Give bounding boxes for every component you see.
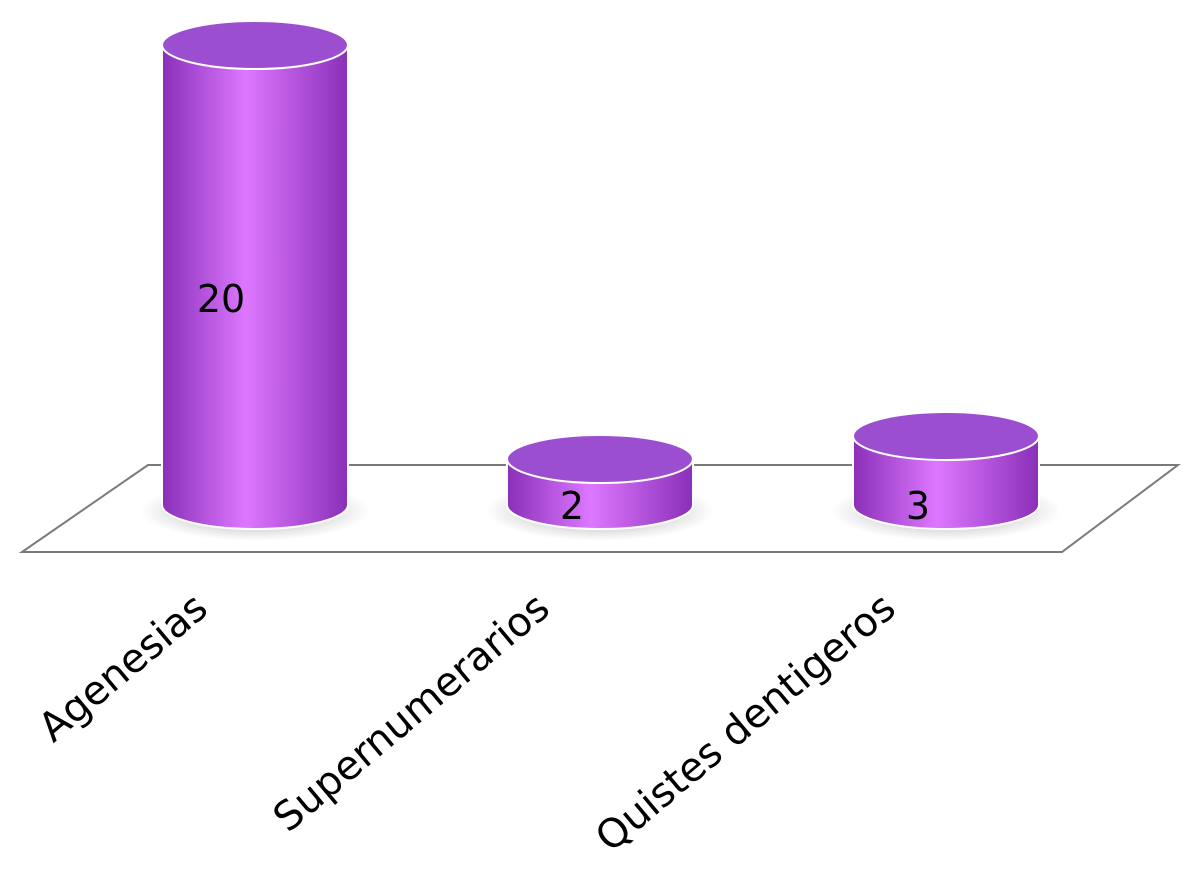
category-axis: Agenesias Supernumerarios Quistes dentig… bbox=[30, 584, 904, 861]
data-label-agenesias: 20 bbox=[197, 277, 245, 321]
tick-label-quistes-dentigeros: Quistes dentigeros bbox=[587, 584, 904, 861]
bar-series: 202 3 bbox=[140, 20, 1061, 541]
bar-top bbox=[161, 20, 349, 70]
tick-label-supernumerarios: Supernumerarios bbox=[265, 584, 559, 841]
tick-label-agenesias: Agenesias bbox=[30, 584, 216, 751]
bar-body bbox=[161, 44, 349, 530]
bar-quistes-dentigeros: 3 bbox=[831, 411, 1061, 541]
bar-top bbox=[506, 434, 694, 484]
data-label-supernumerarios: 2 bbox=[560, 484, 584, 528]
bar-supernumerarios: 2 bbox=[485, 434, 715, 541]
data-label-quistes-dentigeros: 3 bbox=[906, 484, 930, 528]
bar-top bbox=[852, 411, 1040, 461]
bar-body bbox=[852, 435, 1040, 530]
bar-agenesias: 20 bbox=[140, 20, 370, 541]
